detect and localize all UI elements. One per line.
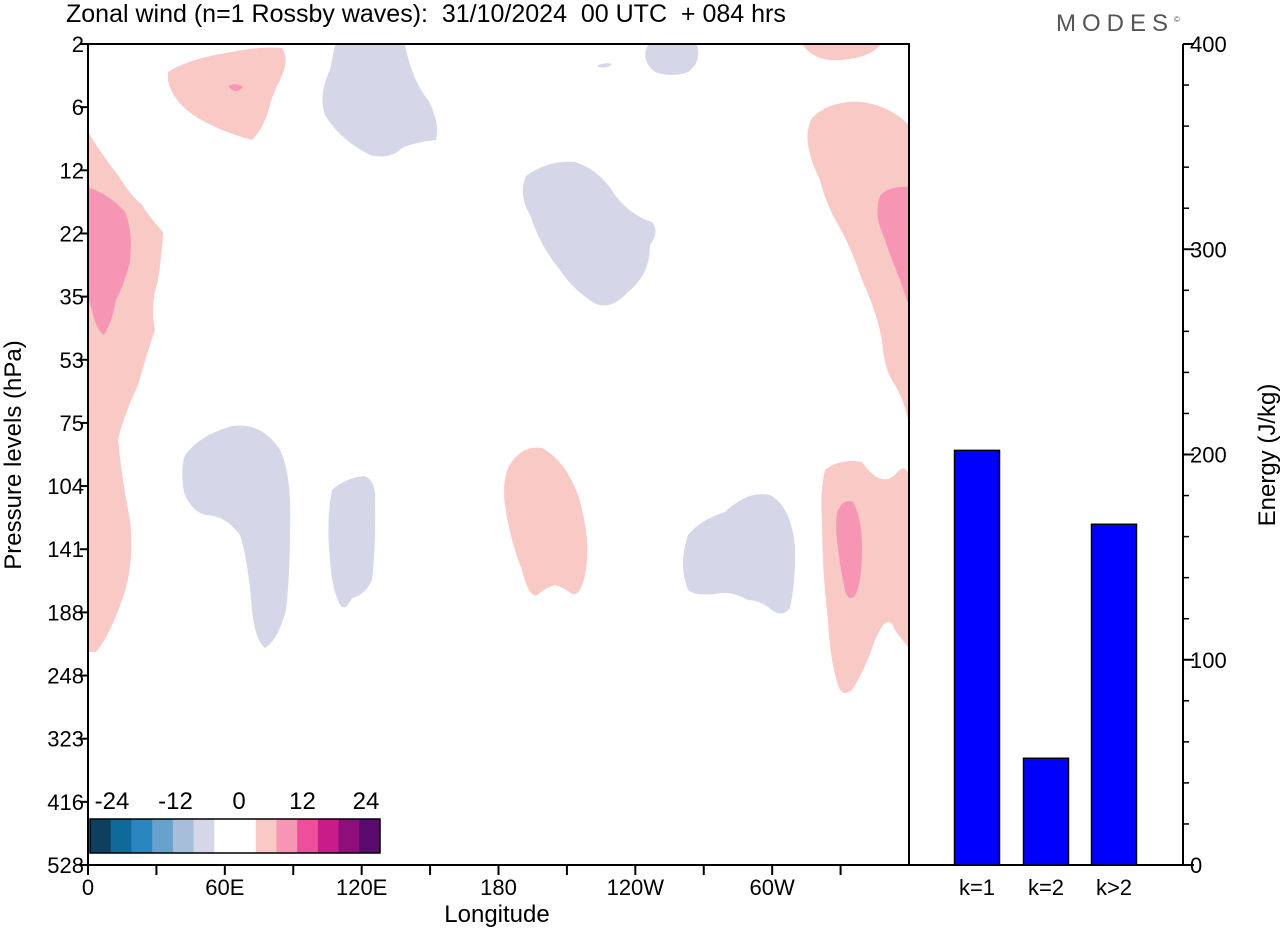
y-tick-label: 75 (60, 411, 84, 436)
colorbar-swatch (276, 819, 298, 853)
colorbar-swatch (317, 819, 340, 853)
energy-axis: 0 100 200 300 400 (1183, 32, 1227, 878)
contour-negative-area (645, 45, 699, 75)
y-tick-label: 12 (60, 158, 84, 183)
pressure-axis: 2 6 12 22 35 53 75 104 141 188 248 323 416 528 (47, 32, 88, 878)
y-tick-label: 35 (60, 285, 84, 310)
colorbar-swatch (255, 819, 277, 853)
energy-bar-chart: k=1 k=2 k>2 0 100 200 300 400 Energy (J/kg) (909, 32, 1280, 900)
modes-logo: MODES© (1056, 10, 1180, 38)
colorbar-swatch (338, 819, 360, 853)
colorbar-label: 0 (232, 788, 245, 815)
contour-positive-area (228, 84, 243, 91)
contour-positive-area (836, 501, 862, 598)
y-tick-label: 141 (47, 537, 84, 562)
colorbar-swatch (131, 819, 153, 853)
colorbar-swatch (297, 819, 319, 853)
y-tick-label: 323 (47, 727, 84, 752)
energy-bar (1090, 523, 1138, 866)
logo-mark: © (1174, 15, 1180, 24)
logo-text: MODES (1056, 10, 1175, 37)
x-tick-label: 0 (82, 875, 94, 900)
energy-bar (1022, 757, 1070, 866)
x-axis-title: Longitude (444, 901, 549, 928)
colorbar-swatch (359, 819, 381, 853)
y-tick-label: 416 (47, 790, 84, 815)
colorbar: -24 -12 0 12 24 (89, 788, 381, 854)
x-tick-label: 120E (336, 875, 387, 900)
contour-positive-area (168, 47, 286, 140)
colorbar-label: -12 (158, 788, 193, 815)
energy-bars: k=1 k=2 k>2 (953, 449, 1138, 900)
y-tick-label: 104 (47, 474, 84, 499)
contour-negative-area (182, 425, 291, 648)
energy-tick-label: 300 (1190, 237, 1227, 262)
colorbar-swatch (193, 819, 215, 853)
y-tick-label: 6 (72, 95, 84, 120)
colorbar-label: -24 (95, 788, 130, 815)
x-tick-label: 60E (205, 875, 244, 900)
colorbar-swatch (214, 819, 236, 853)
contour-positive-area (88, 187, 131, 335)
colorbar-swatch (110, 819, 132, 853)
y-tick-label: 22 (60, 221, 84, 246)
contour-negative-area (598, 63, 612, 68)
contour-negative-area (328, 476, 376, 608)
y-tick-label: 248 (47, 664, 84, 689)
heatmap-axes: 2 6 12 22 35 53 75 104 141 188 248 323 416 528 0 60E 12… (0, 32, 910, 928)
y-tick-label: 528 (47, 853, 84, 878)
contour-negative-area (322, 45, 437, 157)
bar-category-label: k=2 (1028, 875, 1064, 900)
x-tick-label: 60W (750, 875, 795, 900)
contour-negative-area (683, 494, 796, 614)
x-tick-label: 180 (480, 875, 517, 900)
colorbar-label: 12 (289, 788, 316, 815)
colorbar-swatch (172, 819, 195, 853)
x-tick-label: 120W (607, 875, 665, 900)
contour-field (88, 45, 909, 694)
contour-positive-area (803, 45, 880, 61)
contour-positive-area (821, 461, 909, 694)
y-tick-label: 53 (60, 348, 84, 373)
chart-title: Zonal wind (n=1 Rossby waves): 31/10/202… (66, 0, 786, 28)
colorbar-swatch (235, 819, 257, 853)
longitude-axis: 0 60E 120E 180 120W 60W (82, 865, 842, 900)
contour-positive-area (877, 186, 909, 305)
bar-category-label: k=1 (959, 875, 995, 900)
colorbar-swatch (90, 819, 112, 853)
contour-negative-area (522, 161, 656, 306)
energy-tick-label: 0 (1190, 853, 1202, 878)
energy-bar (953, 449, 1001, 866)
energy-tick-label: 200 (1190, 443, 1227, 468)
contour-positive-area (807, 101, 909, 426)
colorbar-label: 24 (353, 788, 380, 815)
energy-tick-label: 400 (1190, 32, 1227, 57)
energy-axis-title: Energy (J/kg) (1254, 384, 1280, 527)
colorbar-swatch (152, 819, 174, 853)
contour-positive-area (504, 447, 588, 596)
y-tick-label: 188 (47, 600, 84, 625)
y-tick-label: 2 (72, 32, 84, 57)
y-axis-title: Pressure levels (hPa) (0, 340, 27, 569)
colorbar-frame (89, 818, 381, 854)
energy-tick-label: 100 (1190, 648, 1227, 673)
bar-category-label: k>2 (1096, 875, 1132, 900)
